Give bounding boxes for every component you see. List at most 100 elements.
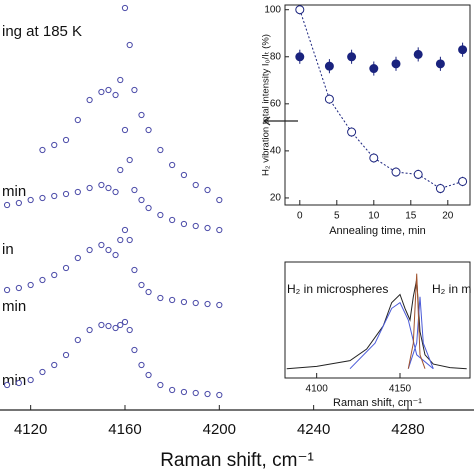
data-point [126,326,133,334]
data-point [121,4,129,12]
data-point [121,318,129,326]
data-point [347,127,357,137]
data-point [204,224,211,232]
plot-frame [284,4,471,206]
data-point [15,284,22,292]
data-point [15,199,22,207]
plot-frame [284,261,471,379]
data-point [180,388,188,396]
data-point [413,169,423,179]
data-point [51,271,58,279]
x-tick-label: 0 [297,211,303,222]
data-point [192,181,199,189]
data-point [121,226,129,234]
data-point [105,86,112,94]
data-point [216,226,223,234]
data-point [138,361,145,369]
data-point [74,336,81,344]
data-point [62,264,70,272]
data-point [204,186,211,194]
data-point [435,184,445,194]
x-tick-label: 15 [405,211,417,222]
data-point [180,171,188,179]
data-point [117,321,124,329]
data-point [138,111,145,119]
data-point [98,181,105,189]
data-point [435,59,445,69]
data-point [157,211,164,219]
x-axis-label: Annealing time, min [329,225,426,237]
data-point [295,52,305,62]
data-point [86,246,93,254]
data-point [126,236,133,244]
data-point [126,41,133,49]
data-point [112,188,119,196]
y-tick-label: 100 [264,4,281,15]
data-point [112,91,119,99]
x-tick-label: 4200 [203,421,236,438]
data-point [105,184,112,192]
spectrum-line [349,301,434,370]
annotation: H₂ in microspheres [287,282,388,296]
x-tick-label: 10 [368,211,380,222]
data-point [131,266,138,274]
data-point [324,94,334,104]
data-point [27,376,34,384]
data-point [105,246,112,254]
data-point [192,299,199,307]
data-point [145,126,152,134]
x-axis-label: Raman shift, cm⁻¹ [333,397,422,409]
data-point [192,222,199,230]
data-point [27,281,34,289]
data-point [157,294,164,302]
data-point [347,52,357,62]
data-point [458,176,468,186]
data-point [192,389,199,397]
data-point [180,298,188,306]
data-point [3,201,11,209]
data-point [324,61,334,71]
data-point [131,346,138,354]
data-point [3,381,11,389]
y-tick-label: 60 [270,98,282,109]
data-point [369,64,379,74]
x-tick-label: 4160 [108,421,141,438]
annotation: in [2,241,14,258]
data-point [62,136,70,144]
y-axis-label: H₂ vibration total intensity I₀/Iₜ (%) [261,34,272,176]
data-point [204,300,211,308]
data-point [138,196,145,204]
spectrum-line [407,296,434,369]
data-point [126,156,133,164]
data-point [131,86,138,94]
data-point [105,322,112,330]
data-point [216,196,223,204]
data-point [15,379,22,387]
data-point [169,216,176,224]
data-point [145,204,152,212]
x-tick-label: 20 [442,211,454,222]
data-point [51,361,58,369]
y-tick-label: 40 [270,146,282,157]
x-axis-label: Raman shift, cm⁻¹ [160,450,314,471]
data-point [145,288,152,296]
data-point [112,324,119,332]
data-point [86,96,93,104]
x-tick-label: 4100 [306,384,329,395]
data-point [295,5,305,15]
fit-curve [299,9,463,190]
data-point [117,236,124,244]
data-point [138,281,145,289]
data-point [169,161,176,169]
annotation: H₂ in m [432,282,471,296]
data-point [216,301,223,309]
data-point [39,194,46,202]
spectrum-line [407,273,426,369]
x-tick-label: 4280 [391,421,424,438]
y-tick-label: 20 [270,193,282,204]
data-point [216,391,223,399]
annotation: ing at 185 K [2,23,82,40]
data-point [27,196,34,204]
data-point [62,190,70,198]
